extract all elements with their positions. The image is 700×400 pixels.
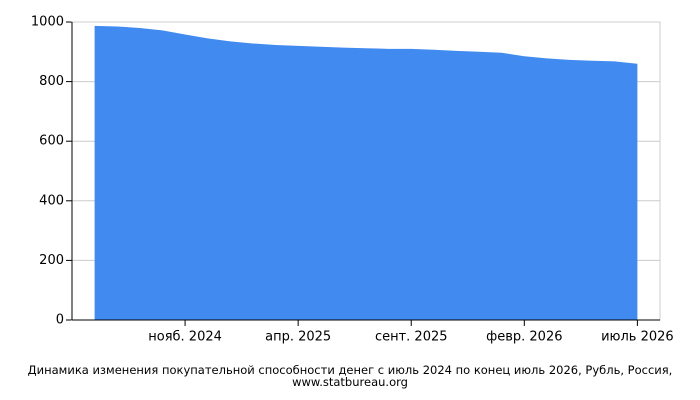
y-tick-label: 200: [39, 253, 64, 268]
y-tick-label: 1000: [31, 15, 64, 30]
y-tick-label: 800: [39, 74, 64, 89]
chart-title: Динамика изменения покупательной способн…: [27, 363, 673, 389]
x-tick-label: нояб. 2024: [148, 330, 222, 345]
x-tick-label: сент. 2025: [375, 330, 448, 345]
x-tick-label: апр. 2025: [265, 330, 331, 345]
area: [94, 25, 638, 321]
x-tick-label: июль 2026: [601, 330, 674, 345]
x-tick-label: февр. 2026: [486, 330, 562, 345]
chart: 0 200 400 600 800 1000 нояб. 2024 апр. 2025 сент…: [31, 15, 674, 345]
y-tick-label: 0: [56, 313, 64, 328]
y-tick-label: 600: [39, 134, 64, 149]
y-tick-label: 400: [39, 193, 64, 208]
